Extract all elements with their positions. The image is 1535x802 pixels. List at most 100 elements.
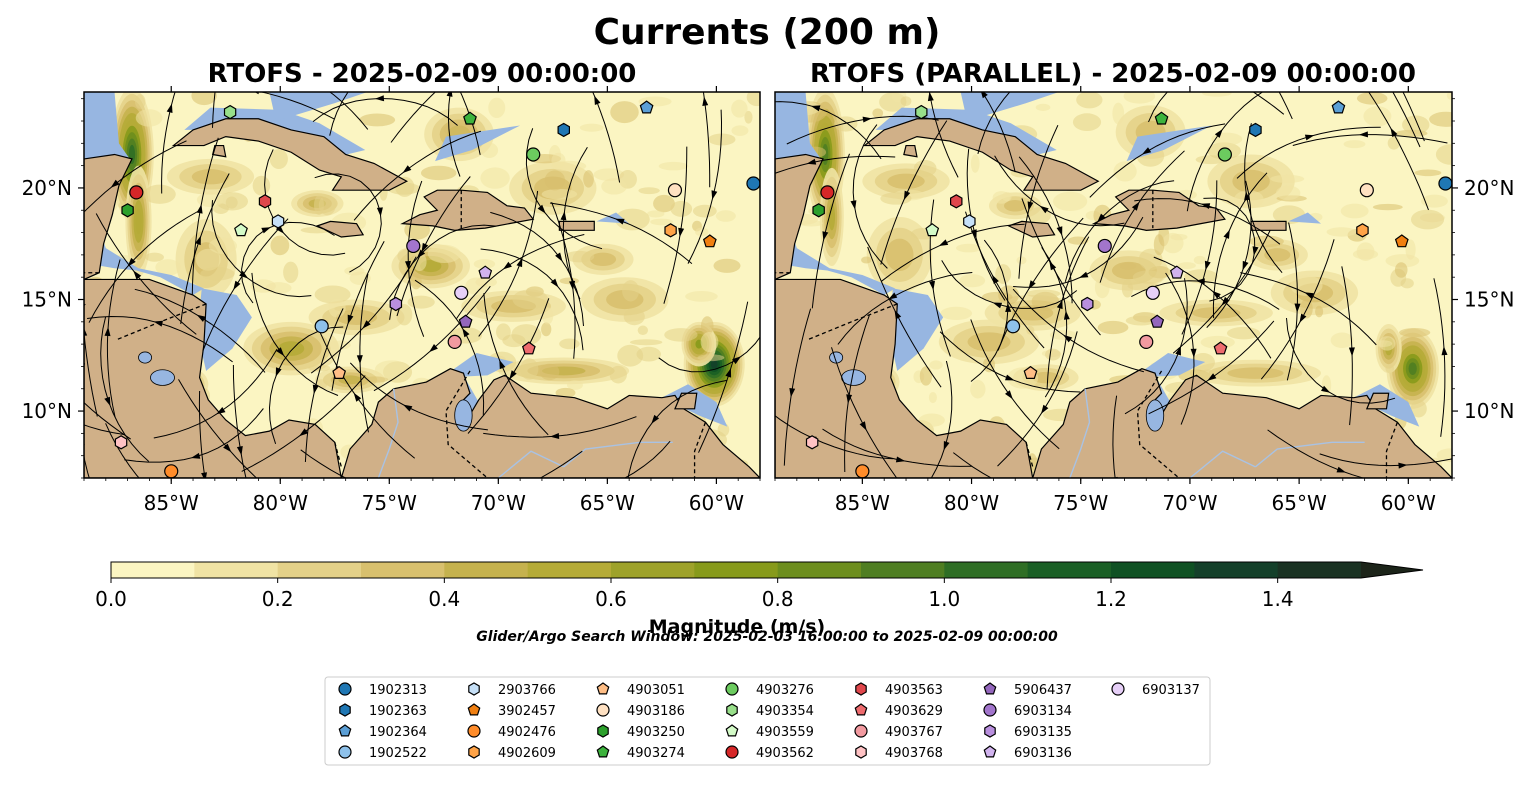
streamline [1240, 272, 1377, 346]
current-speed-patch [1035, 103, 1051, 111]
streamline-arrow [1221, 296, 1230, 306]
current-speed-contour [828, 203, 836, 231]
streamline [407, 180, 425, 337]
streamline [997, 331, 1078, 467]
observation-marker-6903136 [478, 265, 493, 279]
current-speed-patch [541, 322, 552, 337]
current-speed-patch [208, 237, 238, 254]
colorbar-segment [1194, 562, 1279, 578]
streamline-arrow [1223, 229, 1230, 239]
streamline-arrow [927, 92, 934, 102]
streamline [349, 362, 488, 431]
legend-entry: 2903766 [468, 682, 556, 698]
legend-entry: 4903562 [725, 745, 814, 761]
axis-ticks-rtofs-parallel: 85°W 80°W 75°W 70°W 65°W 60°W 20°N 15°N 10°N [774, 86, 1514, 515]
current-speed-patch [252, 175, 271, 196]
streamline [1064, 180, 1175, 282]
observation-marker-6903134 [406, 238, 421, 254]
streamline-arrow [220, 38, 226, 47]
observation-marker-6903135 [389, 296, 403, 312]
current-speed-contour [887, 173, 925, 189]
streamline [153, 348, 278, 439]
streamline [312, 97, 458, 126]
panel-title-rtofs: RTOFS - 2025-02-09 00:00:00 [208, 59, 637, 89]
current-speed-contour [1003, 200, 1027, 212]
current-speed-contour [1227, 367, 1284, 379]
streamline-arrow [846, 394, 853, 404]
map-frame-rtofs [83, 91, 761, 479]
streamline [480, 248, 584, 351]
streamline-arrow [446, 92, 453, 97]
current-speed-patch [191, 92, 217, 106]
legend-entry: 1902313 [338, 682, 427, 698]
border [1136, 370, 1180, 478]
streamline-arrow [261, 227, 271, 234]
current-speed-patch [623, 308, 645, 326]
streamline [1148, 320, 1275, 415]
river [563, 441, 673, 468]
colorbar-segment [1277, 562, 1362, 578]
legend-marker [983, 745, 997, 758]
legend-entry: 4903274 [596, 745, 685, 761]
streamline-arrow [196, 314, 206, 322]
current-speed-patch [488, 97, 506, 119]
streamline-arrow [711, 190, 718, 200]
streamline [1212, 172, 1268, 319]
shallow-shelf [1288, 212, 1321, 224]
streamline-arrow [1005, 374, 1015, 381]
streamline [970, 319, 1060, 450]
legend-label: 6903134 [1014, 704, 1072, 719]
streamline [867, 246, 942, 388]
legend-marker [467, 724, 481, 738]
legend-marker [1111, 682, 1125, 696]
observation-marker-4903562 [129, 185, 144, 200]
search-window-note: Glider/Argo Search Window: 2025-02-03 16… [476, 629, 1058, 645]
streamline [928, 92, 959, 178]
current-speed-patch [833, 116, 858, 132]
shallow-shelf [960, 92, 1059, 122]
current-speed-patch [480, 167, 510, 189]
legend-label: 4903276 [756, 683, 814, 698]
streamline-arrow [405, 260, 411, 271]
current-speed-patch [638, 187, 660, 195]
observation-marker-5906437 [1150, 314, 1165, 328]
streamline-arrow [133, 270, 142, 280]
streamline [95, 213, 197, 335]
current-speed-patch [658, 161, 689, 171]
current-speed-patch [359, 113, 396, 127]
streamline [1286, 222, 1299, 381]
observation-marker-6903137 [1145, 285, 1160, 300]
current-speed-patch [314, 285, 351, 304]
land-cuba [862, 118, 1100, 191]
current-speed-patch [861, 256, 872, 264]
observation-marker-4903563 [949, 194, 963, 209]
observation-marker-4903186 [667, 183, 683, 198]
current-speed-patch [1170, 233, 1188, 241]
streamline [1278, 92, 1293, 120]
observation-marker-4903354 [223, 104, 237, 120]
streamline-arrow [1336, 466, 1346, 473]
streamline [965, 211, 1045, 349]
streamline [627, 379, 727, 478]
current-speed-patch [918, 413, 945, 427]
streamline [124, 408, 264, 463]
observation-marker-4902609 [1356, 223, 1369, 238]
current-speed-patch [1363, 106, 1392, 127]
colorbar-segment [1111, 562, 1195, 578]
legend-marker [596, 745, 610, 758]
streamline-arrow [195, 235, 201, 246]
current-speed-patch [1121, 279, 1134, 298]
observation-marker-1902363 [1249, 122, 1262, 138]
current-speed-patch [1290, 275, 1323, 296]
observation-marker-4903629 [521, 341, 536, 355]
streamline-arrow [1063, 310, 1070, 320]
colorbar-segment [694, 562, 779, 578]
current-speed-patch [1016, 256, 1027, 265]
current-speed-patch [601, 178, 628, 195]
streamline [1172, 229, 1271, 354]
current-speed-patch [700, 331, 719, 353]
x-tick-label: 85°W [144, 491, 199, 515]
streamline-arrow [678, 227, 685, 238]
colorbar-segment [611, 562, 695, 578]
